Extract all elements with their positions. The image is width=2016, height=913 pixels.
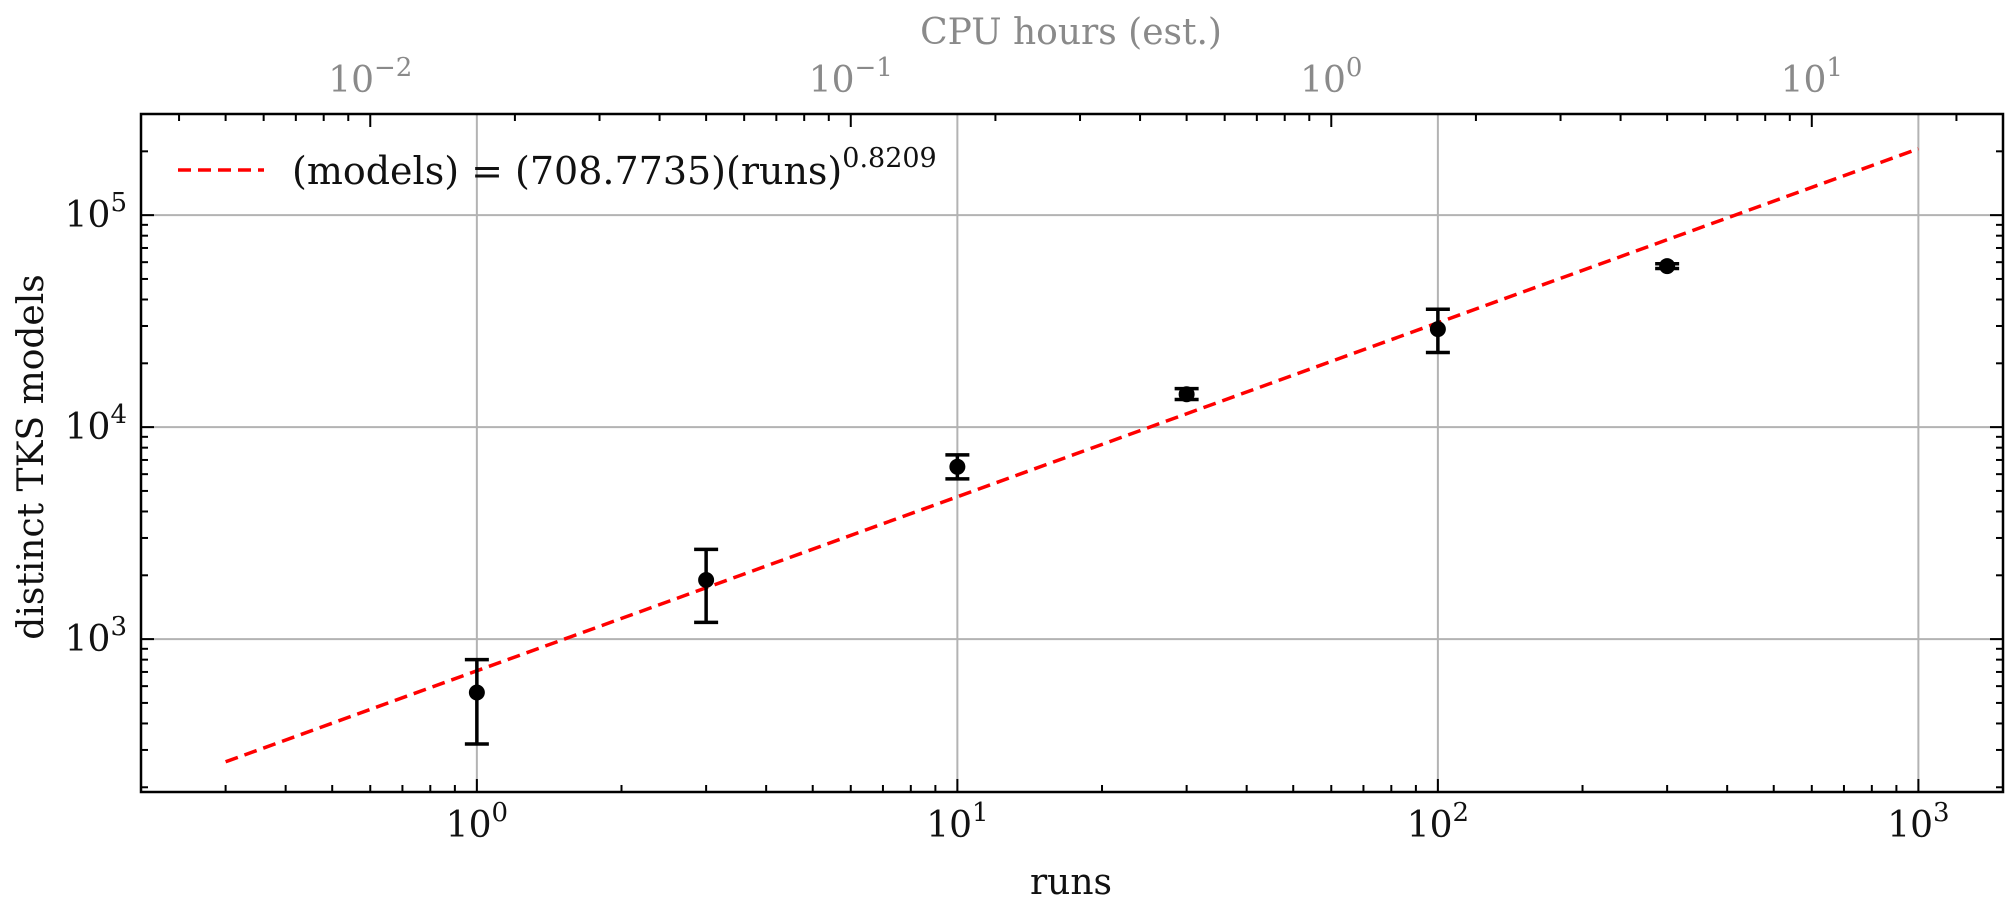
x-tick-label: 103	[1887, 798, 1949, 846]
top-tick-label-base: 10	[328, 60, 374, 101]
top-axis-title: CPU hours (est.)	[920, 12, 1222, 53]
x-axis-title: runs	[1030, 862, 1112, 903]
x-tick-label-base: 10	[926, 805, 972, 846]
x-tick-label-base: 10	[1887, 805, 1933, 846]
fit-layer	[225, 147, 1919, 764]
y-tick-label: 105	[65, 188, 127, 236]
y-tick-label-base: 10	[65, 407, 111, 448]
data-marker	[1429, 321, 1446, 338]
top-tick-label-exp: −2	[374, 53, 412, 83]
y-tick-label-exp: 5	[110, 188, 127, 218]
data-marker	[698, 572, 715, 589]
data-point	[1655, 258, 1680, 275]
top-tick-label-base: 10	[1300, 60, 1346, 101]
data-point	[694, 547, 719, 625]
x-tick-label-exp: 0	[491, 798, 508, 828]
top-tick-label: 10−1	[809, 53, 893, 101]
y-tick-label-exp: 3	[110, 612, 127, 642]
grid-lines	[141, 114, 2003, 792]
y-tick-label-exp: 4	[110, 400, 127, 430]
data-marker	[949, 458, 966, 475]
top-tick-label-exp: −1	[855, 53, 893, 83]
legend-exponent: 0.8209	[842, 143, 936, 174]
top-tick-label-exp: 0	[1346, 53, 1363, 83]
legend-label: (models) = (708.7735)(runs)0.8209	[292, 143, 937, 193]
data-marker	[1178, 386, 1195, 403]
data-marker	[468, 684, 485, 701]
y-tick-label-base: 10	[65, 195, 111, 236]
top-tick-label: 101	[1781, 53, 1843, 101]
x-tick-label: 101	[926, 798, 988, 846]
legend-formula: (models) = (708.7735)(runs)	[292, 149, 842, 193]
y-tick-label-base: 10	[65, 619, 111, 660]
legend: (models) = (708.7735)(runs)0.8209	[178, 143, 937, 193]
y-axis-title: distinct TKS models	[11, 274, 52, 639]
x-tick-label: 102	[1407, 798, 1469, 846]
x-tick-label-exp: 1	[972, 798, 989, 828]
axis-ticks	[140, 113, 2003, 792]
top-tick-label-base: 10	[1781, 60, 1827, 101]
data-point	[1425, 307, 1450, 355]
top-tick-label-base: 10	[809, 60, 855, 101]
top-tick-label: 100	[1300, 53, 1362, 101]
x-tick-label-exp: 3	[1933, 798, 1950, 828]
data-marker	[1659, 258, 1676, 275]
x-tick-label-base: 10	[446, 805, 492, 846]
plot-frame	[139, 112, 2005, 794]
data-points	[464, 258, 1680, 746]
y-tick-label: 103	[65, 612, 127, 660]
fit-line	[225, 147, 1919, 764]
y-tick-label: 104	[65, 400, 127, 448]
data-point	[1174, 386, 1199, 403]
x-tick-label-base: 10	[1407, 805, 1453, 846]
x-tick-label: 100	[446, 798, 508, 846]
data-point	[464, 657, 489, 746]
data-point	[945, 453, 970, 481]
top-tick-label: 10−2	[328, 53, 412, 101]
top-tick-label-exp: 1	[1826, 53, 1843, 83]
x-tick-label-exp: 2	[1453, 798, 1470, 828]
